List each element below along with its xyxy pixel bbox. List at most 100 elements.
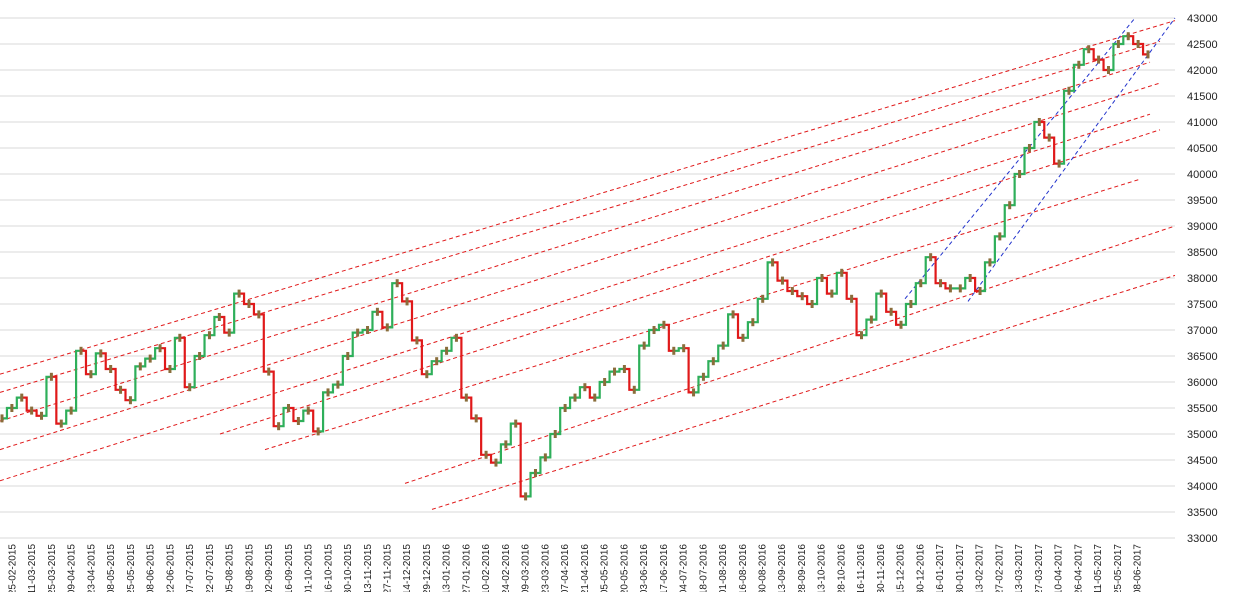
price-point bbox=[1146, 50, 1150, 59]
price-point bbox=[711, 357, 715, 366]
price-point bbox=[217, 313, 221, 321]
price-point bbox=[69, 406, 73, 415]
price-segment bbox=[920, 256, 931, 285]
price-segment bbox=[150, 347, 161, 360]
price-segment bbox=[752, 297, 763, 324]
price-point bbox=[128, 396, 132, 405]
price-segment bbox=[328, 383, 338, 394]
price-segment bbox=[258, 313, 269, 373]
price-point bbox=[1116, 40, 1120, 48]
price-segment bbox=[31, 409, 42, 417]
price-point bbox=[40, 411, 44, 420]
x-tick-label: 05-08-2015 bbox=[225, 544, 236, 592]
price-point bbox=[613, 367, 617, 376]
y-tick-label: 33500 bbox=[1187, 507, 1218, 519]
x-tick-label: 28-10-2016 bbox=[836, 544, 847, 592]
price-point bbox=[899, 320, 903, 329]
x-tick-label: 08-06-2015 bbox=[146, 544, 157, 592]
y-tick-label: 34000 bbox=[1187, 481, 1218, 493]
x-tick-label: 05-05-2016 bbox=[600, 544, 611, 592]
y-tick-label: 34500 bbox=[1187, 455, 1218, 467]
price-segment bbox=[397, 282, 408, 303]
x-tick-label: 16-01-2017 bbox=[935, 544, 946, 592]
price-point bbox=[1047, 133, 1051, 142]
price-point bbox=[1027, 144, 1031, 152]
price-segment bbox=[347, 331, 358, 358]
price-segment bbox=[61, 409, 72, 425]
price-point bbox=[79, 346, 83, 355]
price-point bbox=[939, 279, 943, 288]
x-tick-label: 04-07-2016 bbox=[679, 544, 690, 592]
x-tick-label: 27-03-2017 bbox=[1034, 544, 1045, 592]
price-point bbox=[405, 297, 409, 306]
price-point bbox=[435, 357, 439, 366]
price-point bbox=[484, 450, 488, 459]
x-tick-label: 13-11-2015 bbox=[363, 544, 374, 592]
price-point bbox=[662, 320, 666, 329]
price-segment bbox=[930, 256, 941, 285]
price-segment bbox=[288, 406, 299, 423]
y-tick-label: 41500 bbox=[1187, 91, 1218, 103]
x-tick-label: 01-10-2015 bbox=[304, 544, 315, 592]
price-point bbox=[296, 417, 300, 425]
price-point bbox=[464, 393, 468, 402]
price-segment bbox=[940, 282, 951, 290]
x-tick-label: 11-03-2015 bbox=[27, 544, 38, 592]
y-tick-label: 35000 bbox=[1187, 429, 1218, 441]
price-segment bbox=[239, 292, 249, 306]
price-point bbox=[948, 284, 952, 293]
price-segment bbox=[110, 367, 121, 391]
price-segment bbox=[1138, 42, 1148, 56]
x-tick-label: 22-07-2015 bbox=[205, 544, 216, 592]
price-point bbox=[978, 287, 982, 295]
price-segment bbox=[2, 406, 12, 420]
price-point bbox=[721, 341, 725, 350]
price-segment bbox=[120, 388, 131, 402]
x-tick-label: 28-09-2016 bbox=[797, 544, 808, 592]
y-tick-label: 42500 bbox=[1187, 39, 1218, 51]
x-tick-label: 20-05-2016 bbox=[619, 544, 630, 592]
price-segment bbox=[841, 271, 852, 300]
trend-line bbox=[404, 225, 1176, 484]
x-tick-label: 13-09-2016 bbox=[777, 544, 788, 592]
y-tick-label: 38500 bbox=[1187, 247, 1218, 259]
price-segment bbox=[989, 235, 1000, 264]
price-segment bbox=[644, 328, 655, 347]
y-tick-label: 36000 bbox=[1187, 377, 1218, 389]
price-point bbox=[652, 326, 656, 334]
price-segment bbox=[901, 302, 911, 326]
price-segment bbox=[742, 321, 753, 339]
price-segment bbox=[407, 300, 417, 342]
x-tick-label: 29-12-2015 bbox=[422, 544, 433, 592]
price-point bbox=[178, 333, 182, 342]
price-point bbox=[692, 388, 696, 397]
price-segment bbox=[100, 352, 111, 371]
price-segment bbox=[71, 349, 82, 412]
price-segment bbox=[426, 360, 437, 376]
price-segment bbox=[416, 339, 427, 376]
x-tick-label: 22-06-2015 bbox=[165, 544, 176, 592]
y-tick-label: 40000 bbox=[1187, 169, 1218, 181]
price-point bbox=[227, 328, 231, 337]
price-segment bbox=[999, 204, 1010, 238]
y-axis: 33000 33500 34000 34500 35000 35500 36000 36500… bbox=[1187, 13, 1218, 545]
price-point bbox=[385, 323, 389, 332]
x-tick-label: 19-08-2015 bbox=[244, 544, 255, 592]
price-segment bbox=[357, 328, 368, 334]
price-segment bbox=[713, 344, 724, 363]
price-point bbox=[346, 352, 350, 360]
price-segment bbox=[871, 292, 882, 321]
price-point bbox=[375, 307, 379, 316]
price-point bbox=[642, 341, 646, 350]
price-point bbox=[20, 393, 24, 402]
x-tick-label: 21-04-2016 bbox=[580, 544, 591, 592]
price-point bbox=[830, 289, 834, 298]
price-point bbox=[919, 279, 923, 288]
price-segment bbox=[169, 336, 180, 371]
price-point bbox=[761, 294, 765, 303]
trend-line bbox=[0, 113, 1151, 482]
price-segment bbox=[466, 396, 477, 420]
trend-line bbox=[219, 129, 1161, 435]
price-point bbox=[504, 440, 508, 449]
x-tick-label: 23-03-2016 bbox=[540, 544, 551, 592]
